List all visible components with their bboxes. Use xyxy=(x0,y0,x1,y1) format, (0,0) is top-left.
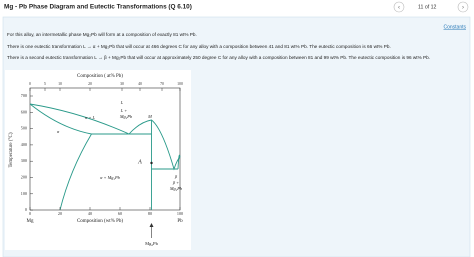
paragraph: There is one eutectic transformation L →… xyxy=(7,44,391,49)
pager: 11 of 12 xyxy=(418,4,436,10)
region-label: M xyxy=(147,114,152,119)
top-tick-label: 70 xyxy=(160,82,164,86)
region-label: A xyxy=(137,159,142,165)
region-label: β + xyxy=(172,180,179,185)
region-label: α xyxy=(57,129,60,134)
top-tick-label: 20 xyxy=(88,82,92,86)
x-axis-right-end: Pb xyxy=(177,219,183,224)
phase-diagram: Composition ( at% Pb) 0 5 10 20 30 40 70 100 700 6… xyxy=(5,70,191,250)
next-icon: › xyxy=(462,5,464,11)
top-tick-label: 100 xyxy=(177,82,183,86)
figure-background xyxy=(5,70,191,250)
liquidus xyxy=(29,103,181,171)
top-tick-label: 5 xyxy=(44,82,46,86)
point-a xyxy=(150,161,153,165)
x-tick-label: 20 xyxy=(58,211,62,216)
x-tick-label: 0 xyxy=(29,211,31,216)
region-label: β xyxy=(174,174,178,179)
next-button[interactable] xyxy=(457,1,469,13)
x-axis-left-end: Mg xyxy=(27,219,34,224)
top-axis-title: Composition ( at% Pb) xyxy=(77,74,123,79)
arrow-head xyxy=(149,223,154,227)
region-label: α + Mg₂Pb xyxy=(100,175,121,180)
y-tick-label: 200 xyxy=(21,174,27,179)
top-tick-label: 30 xyxy=(120,82,124,86)
constants-link[interactable]: Constants xyxy=(443,24,466,30)
x-tick-label: 60 xyxy=(118,211,122,216)
paragraph: There is a second eutectic transformatio… xyxy=(7,55,430,60)
paragraph: For this alloy, an intermetallic phase M… xyxy=(7,32,197,37)
region-label: α + L xyxy=(85,115,95,120)
region-label: Mg₂Pb xyxy=(119,114,133,119)
y-tick-label: 0 xyxy=(25,207,27,212)
prev-button[interactable] xyxy=(393,1,405,13)
region-label: Mg₂Pb xyxy=(169,186,183,191)
x-tick-label: 80 xyxy=(148,211,152,216)
arrow-label: Mg₂Pb xyxy=(145,241,159,246)
region-label: L xyxy=(120,100,124,105)
x-tick-label: 40 xyxy=(88,211,92,216)
top-tick-label: 0 xyxy=(29,82,31,86)
question-title: Mg - Pb Phase Diagram and Eutectic Trans… xyxy=(4,4,192,11)
plot-frame xyxy=(29,87,181,211)
y-tick-label: 700 xyxy=(21,93,27,98)
y-axis-title: Temperature (°C) xyxy=(9,132,14,167)
region-label: L + xyxy=(120,108,127,113)
y-tick-label: 100 xyxy=(21,191,27,196)
prev-icon: ‹ xyxy=(398,5,400,11)
top-tick-label: 40 xyxy=(138,82,142,86)
y-tick-label: 400 xyxy=(21,142,27,147)
y-tick-label: 300 xyxy=(21,158,27,163)
y-tick-label: 600 xyxy=(21,109,27,114)
y-tick-label: 500 xyxy=(21,126,27,131)
x-tick-label: 100 xyxy=(177,211,183,216)
top-tick-label: 10 xyxy=(58,82,62,86)
x-axis-title: Composition (wt% Pb) xyxy=(77,219,123,224)
phase-boundaries xyxy=(29,103,181,211)
